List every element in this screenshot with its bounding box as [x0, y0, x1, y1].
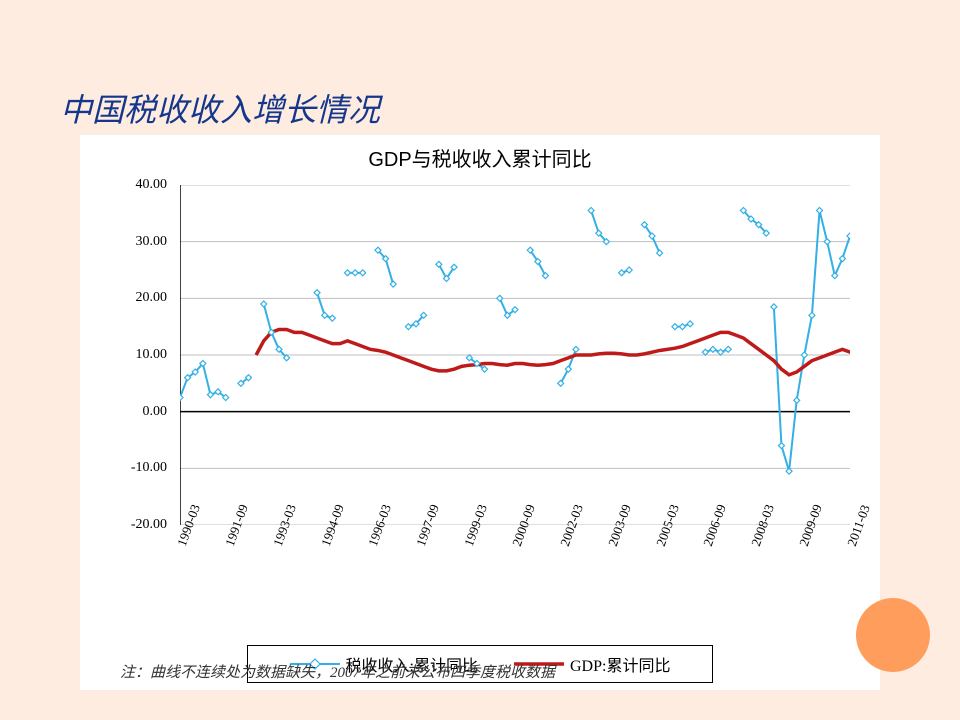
chart-container: GDP与税收收入累计同比 -20.00-10.000.0010.0020.003…: [80, 135, 880, 690]
slide: 中国税收收入增长情况 GDP与税收收入累计同比 -20.00-10.000.00…: [0, 0, 960, 720]
chart-footnote: 注：曲线不连续处为数据缺失，2007年之前未公布四季度税收数据: [120, 661, 555, 682]
chart-plot: [180, 185, 850, 525]
x-axis-labels: 1990-031991-091993-031994-091996-031997-…: [180, 535, 850, 655]
decoration-circle: [856, 598, 930, 672]
y-axis-labels: -20.00-10.000.0010.0020.0030.0040.00: [80, 185, 175, 525]
chart-title: GDP与税收收入累计同比: [80, 135, 880, 172]
slide-title: 中国税收收入增长情况: [60, 85, 380, 131]
